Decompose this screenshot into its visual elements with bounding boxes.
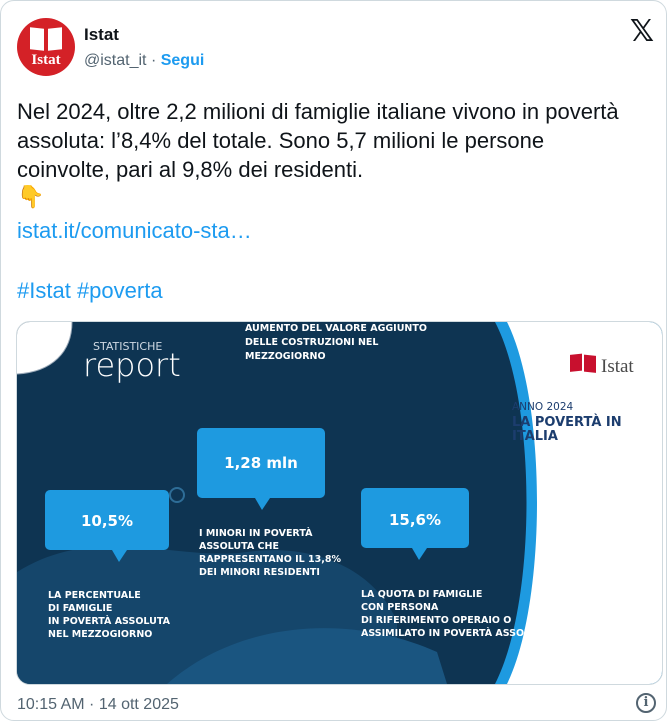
- hashtags: #Istat #poverta: [17, 278, 163, 304]
- hashtag-poverta[interactable]: #poverta: [76, 278, 163, 303]
- handle-line: @istat_it · Segui: [84, 52, 204, 70]
- infographic: STATISTICHE report AUMENTO DEL VALORE AG…: [17, 322, 662, 684]
- header-small-text: STATISTICHE: [93, 340, 162, 353]
- stat-bubble-1: 10,5%: [45, 490, 169, 562]
- svg-text:15,6%: 15,6%: [389, 511, 441, 529]
- follow-button[interactable]: Segui: [160, 52, 205, 69]
- x-logo-icon[interactable]: 𝕏: [629, 15, 655, 48]
- wave-shape-2: [167, 628, 447, 684]
- decor-circle: [169, 487, 185, 503]
- title-panel: [507, 322, 662, 684]
- header-large-text: report: [83, 346, 181, 384]
- tweet-text: Nel 2024, oltre 2,2 milioni di famiglie …: [17, 99, 619, 182]
- report-title: LA POVERTÀ IN ITALIA: [512, 414, 626, 444]
- tweet-link[interactable]: istat.it/comunicato-sta…: [17, 218, 252, 243]
- stat-bubble-2: 1,28 mln: [197, 428, 325, 510]
- media-image[interactable]: STATISTICHE report AUMENTO DEL VALORE AG…: [16, 321, 663, 685]
- avatar[interactable]: Istat: [17, 18, 75, 76]
- year-label: ANNO 2024: [512, 401, 574, 413]
- header-arc: [17, 322, 72, 374]
- separator-dot: ·: [150, 52, 157, 69]
- avatar-brand-text: Istat: [31, 52, 61, 68]
- istat-logo-icon: Istat: [570, 353, 634, 377]
- svg-text:Istat: Istat: [601, 356, 634, 377]
- info-icon[interactable]: i: [636, 693, 656, 713]
- stat-caption-3: LA QUOTA DI FAMIGLIE CON PERSONA DI RIFE…: [361, 589, 551, 639]
- istat-book-logo-icon: [30, 27, 62, 51]
- stat-bubble-3: 15,6%: [361, 488, 469, 560]
- stat-caption-1: LA PERCENTUALE DI FAMIGLIE IN POVERTÀ AS…: [48, 590, 173, 640]
- hashtag-istat[interactable]: #Istat: [17, 278, 71, 303]
- account-name[interactable]: Istat: [84, 25, 119, 44]
- stat-caption-2: I MINORI IN POVERTÀ ASSOLUTA CHE RAPPRES…: [199, 527, 344, 578]
- svg-text:10,5%: 10,5%: [81, 512, 133, 530]
- account-handle[interactable]: @istat_it: [84, 52, 147, 69]
- timestamp[interactable]: 10:15 AM · 14 ott 2025: [17, 696, 179, 713]
- header-arc-outline: [17, 322, 73, 375]
- pointing-down-emoji: 👇: [17, 184, 45, 209]
- svg-text:1,28 mln: 1,28 mln: [224, 454, 298, 472]
- top-note: AUMENTO DEL VALORE AGGIUNTO DELLE COSTRU…: [245, 323, 430, 362]
